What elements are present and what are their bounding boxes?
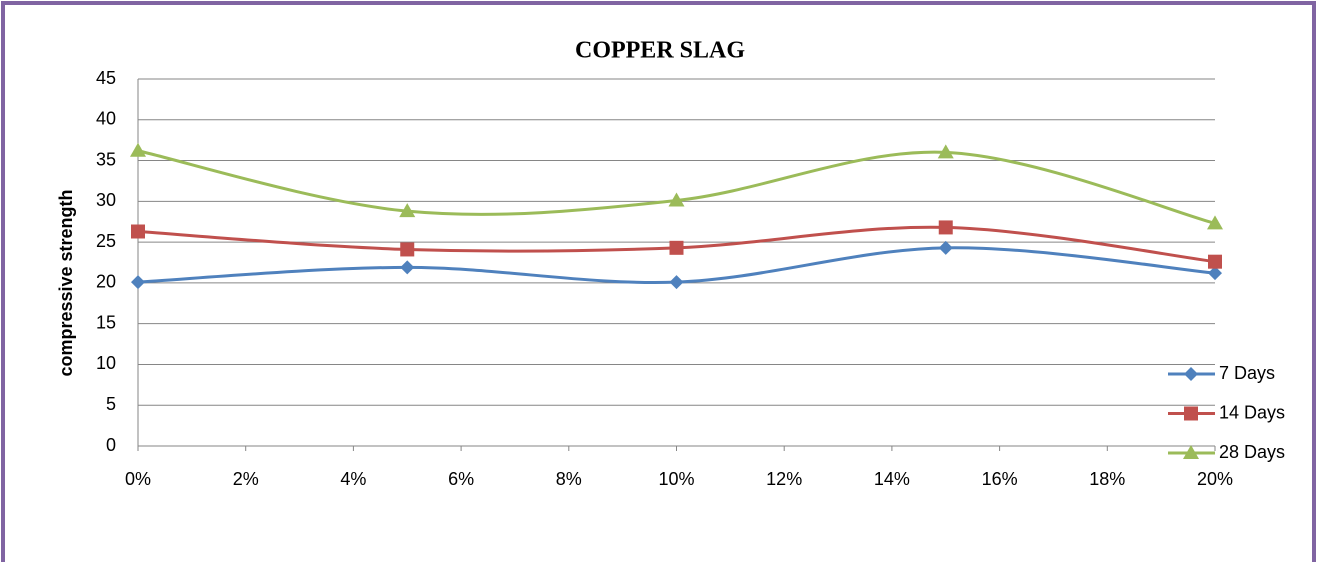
x-tick-label: 0% [125, 469, 151, 489]
marker [399, 203, 416, 218]
x-tick-label: 8% [556, 469, 582, 489]
x-tick-label: 16% [982, 469, 1018, 489]
y-tick-label: 45 [96, 68, 116, 88]
marker [400, 260, 415, 275]
series-line [137, 149, 1216, 225]
y-axis-label: compressive strength [56, 189, 76, 376]
x-tick-label: 2% [233, 469, 259, 489]
x-tick-label: 10% [658, 469, 694, 489]
marker [400, 242, 415, 257]
marker [937, 144, 954, 159]
y-tick-label: 40 [96, 109, 116, 129]
legend-label: 28 Days [1219, 442, 1285, 462]
marker [669, 240, 684, 255]
y-tick-label: 30 [96, 190, 116, 210]
x-tick-label: 4% [340, 469, 366, 489]
marker [1208, 254, 1222, 269]
marker [668, 192, 685, 207]
marker [938, 220, 953, 235]
y-tick-label: 10 [96, 353, 116, 373]
x-tick-label: 20% [1197, 469, 1233, 489]
legend-marker [1184, 406, 1198, 421]
y-tick-label: 0 [106, 435, 116, 455]
x-tick-label: 12% [766, 469, 802, 489]
y-tick-label: 15 [96, 312, 116, 332]
x-tick-label: 14% [874, 469, 910, 489]
x-tick-label: 6% [448, 469, 474, 489]
marker [938, 240, 953, 255]
legend-marker [1183, 445, 1199, 459]
legend-label: 14 Days [1219, 402, 1285, 422]
marker [669, 275, 684, 290]
legend-label: 7 Days [1219, 363, 1275, 383]
marker [1207, 215, 1223, 230]
marker [130, 142, 146, 157]
legend-marker [1184, 367, 1198, 381]
marker [1208, 266, 1222, 281]
chart-title: COPPER SLAG [575, 38, 745, 64]
x-tick-label: 18% [1089, 469, 1125, 489]
y-tick-label: 5 [106, 394, 116, 414]
y-tick-label: 20 [96, 272, 116, 292]
marker [131, 275, 145, 290]
y-tick-label: 35 [96, 149, 116, 169]
y-tick-label: 25 [96, 231, 116, 251]
marker [131, 224, 145, 239]
